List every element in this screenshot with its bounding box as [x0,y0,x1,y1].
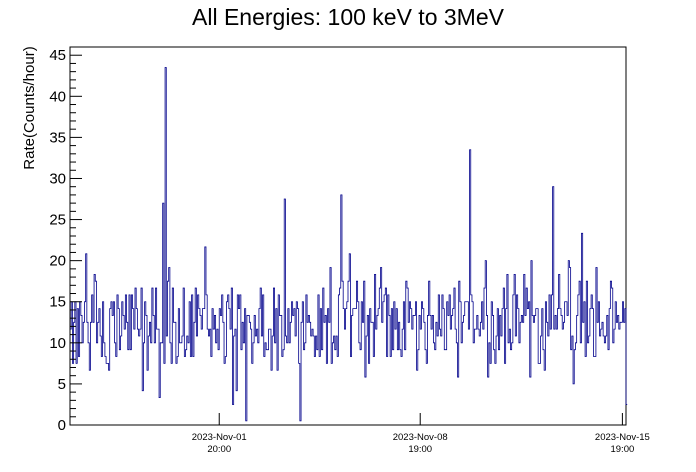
y-tick-label: 30 [49,170,66,187]
x-tick-label-time: 19:00 [610,444,634,455]
plot-frame [69,46,627,426]
x-tick-label: 2023-Nov-08 [393,432,448,443]
y-tick-label: 35 [49,129,66,146]
y-tick-label: 0 [58,417,66,434]
y-tick-label: 45 [49,47,66,64]
y-tick-label: 20 [49,253,66,270]
y-axis: 0 5 10 15 20 25 30 35 40 45 [49,46,82,434]
y-tick-label: 15 [49,294,66,311]
x-tick-label-time: 19:00 [408,444,432,455]
data-series [70,67,628,422]
x-tick-label: 2023-Nov-01 [192,432,247,443]
y-tick-label: 10 [49,335,66,352]
x-tick-label: 2023-Nov-15 [595,432,650,443]
y-axis-label: Rate(Counts/hour) [21,46,38,169]
x-tick-label-time: 20:00 [207,444,231,455]
chart-title: All Energies: 100 keV to 3MeV [192,4,505,30]
series-line [70,67,628,422]
y-tick-label: 40 [49,88,66,105]
y-tick-label: 5 [58,376,66,393]
x-axis: 2023-Nov-0120:002023-Nov-0819:002023-Nov… [192,413,650,455]
y-tick-label: 25 [49,212,66,229]
